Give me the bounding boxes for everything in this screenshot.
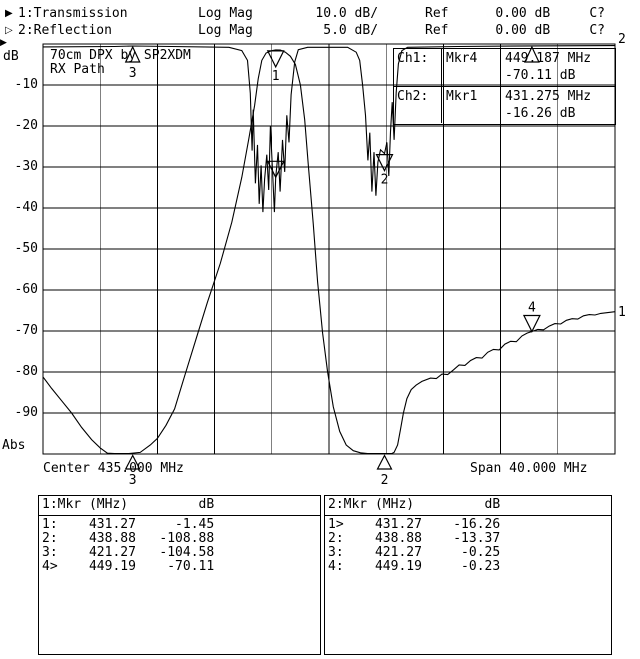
marker-table-ch1-rows: 1: 431.27 -1.45 2: 438.88 -108.88 3: 421… — [42, 517, 215, 574]
graph-title-line2: RX Path — [50, 62, 105, 77]
y-axis-unit-label: dB — [3, 49, 19, 64]
readout-ch2-level: -16.26 dB — [505, 106, 576, 121]
marker-4-glyph-ch1 — [522, 314, 541, 333]
marker-1-glyph-ch1 — [266, 50, 285, 69]
marker-table-ch2-header: 2:Mkr (MHz) dB — [325, 496, 611, 516]
marker-3-glyph-ch1 — [124, 454, 141, 470]
readout-row-ch1: Ch1: Mkr4 449.187 MHz -70.11 dB — [394, 49, 615, 86]
readout-ch1-label: Ch1: — [397, 51, 429, 66]
channel1-active-icon: ▶ — [5, 8, 13, 19]
readout-ch1-values: 449.187 MHz -70.11 dB — [500, 49, 615, 86]
marker-table-ch1: 1:Mkr (MHz) dB 1: 431.27 -1.45 2: 438.88… — [38, 495, 321, 655]
readout-ch1-freq: 449.187 MHz — [505, 51, 592, 66]
marker-2-glyph-ch2 — [375, 154, 394, 172]
graph-title-line1: 70cm DPX by SP2XDM — [50, 48, 191, 63]
graph-frame — [42, 43, 616, 455]
trace-2-edge-indicator: 2 — [618, 32, 626, 47]
readout-ch2-label: Ch2: — [397, 89, 429, 104]
y-axis-tick-label: -10 — [14, 77, 38, 92]
marker-2-label-ch1: 2 — [381, 473, 389, 488]
center-frequency-label: Center 435.000 MHz — [43, 461, 184, 476]
span-label: Span 40.000 MHz — [470, 461, 588, 476]
readout-ch1-level: -70.11 dB — [505, 68, 576, 83]
y-axis-tick-label: -50 — [14, 241, 38, 256]
marker-table-ch1-header: 1:Mkr (MHz) dB — [39, 496, 320, 516]
y-axis-tick-label: -70 — [14, 323, 38, 338]
marker-1-glyph-ch2 — [266, 160, 285, 179]
y-axis-tick-label: -20 — [14, 118, 38, 133]
y-axis-tick-label: -40 — [14, 200, 38, 215]
trace-ch1-transmission — [42, 49, 616, 455]
y-axis-abs-label: Abs — [2, 438, 26, 453]
marker-table-ch2: 2:Mkr (MHz) dB 1> 431.27 -16.26 2: 438.8… — [324, 495, 612, 655]
marker-readout-box: Ch1: Mkr4 449.187 MHz -70.11 dB Ch2: Mkr… — [393, 48, 616, 125]
marker-4-glyph-ch2 — [523, 45, 540, 63]
y-axis-tick-label: -80 — [14, 364, 38, 379]
trace-1-edge-indicator: 1 — [618, 305, 626, 320]
readout-ch2-freq: 431.275 MHz — [505, 89, 592, 104]
channel2-status-line: 2:Reflection Log Mag 5.0 dB/ Ref 0.00 dB… — [18, 23, 605, 38]
marker-3-label-ch2: 3 — [129, 66, 137, 81]
marker-1-label-ch1: 1 — [272, 69, 280, 84]
marker-2-label-ch2: 2 — [381, 173, 389, 188]
y-axis-tick-label: -60 — [14, 282, 38, 297]
readout-ch1-marker: Mkr4 — [441, 49, 500, 86]
sweep-indicator-icon: ▶ — [0, 38, 7, 48]
channel2-active-icon: ▷ — [5, 25, 13, 36]
readout-ch2-marker: Mkr1 — [441, 87, 500, 123]
readout-ch2-values: 431.275 MHz -16.26 dB — [500, 87, 615, 123]
marker-table-ch2-rows: 1> 431.27 -16.26 2: 438.88 -13.37 3: 421… — [328, 517, 501, 574]
y-axis-tick-label: -90 — [14, 405, 38, 420]
readout-row-ch2: Ch2: Mkr1 431.275 MHz -16.26 dB — [394, 86, 615, 123]
channel1-status-line: 1:Transmission Log Mag 10.0 dB/ Ref 0.00… — [18, 6, 605, 21]
trace-ch2-reflection — [42, 45, 616, 213]
y-axis-tick-label: -30 — [14, 159, 38, 174]
marker-3-label-ch1: 3 — [129, 473, 137, 488]
marker-4-label-ch1: 4 — [528, 301, 536, 316]
marker-3-glyph-ch2 — [124, 45, 141, 63]
marker-2-glyph-ch1 — [376, 454, 393, 470]
